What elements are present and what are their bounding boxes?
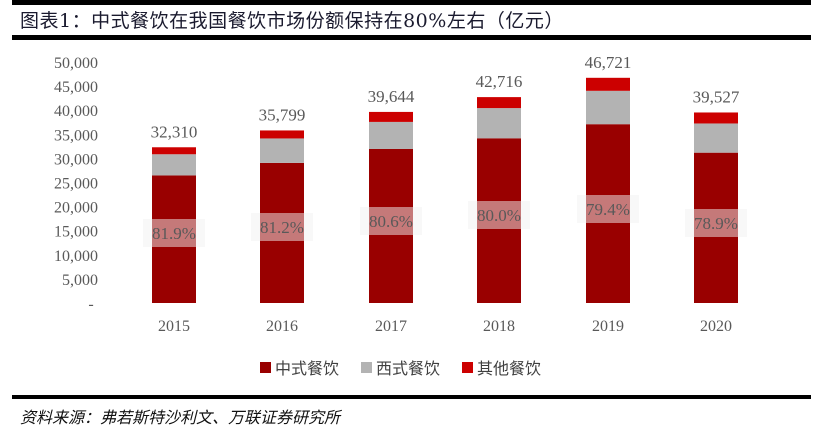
total-label: 32,310 [151,122,198,141]
y-tick-label: 25,000 [54,176,98,193]
stacked-bar-chart: - 5,000 10,000 15,000 20,000 25,000 30,000 35,0… [54,52,747,335]
bar-segment-other [369,111,413,122]
bar-segment-other [477,97,521,109]
x-tick-label: 2018 [483,318,515,335]
share-label: 79.4% [586,200,630,219]
y-tick-label: 10,000 [54,248,98,265]
total-label: 42,716 [476,72,523,91]
share-label-box [685,209,747,237]
bar-segment-other [586,77,630,91]
y-tick-label: - [88,296,93,313]
x-tick-label: 2020 [700,318,732,335]
bar-segment-western [477,108,521,139]
chart-title: 图表1：中式餐饮在我国餐饮市场份额保持在80%左右（亿元） [20,10,564,32]
y-tick-label: 45,000 [54,79,98,96]
total-label: 39,644 [368,87,415,106]
share-label: 81.2% [260,218,304,237]
y-tick-label: 20,000 [54,200,98,217]
legend-swatch-other [462,361,474,373]
top-rule [12,0,811,5]
bar-segment-western [260,138,304,163]
legend-label-chinese: 中式餐饮 [275,359,340,378]
bar-segment-other [152,147,196,155]
share-label: 80.0% [477,206,521,225]
x-tick-label: 2017 [375,318,407,335]
y-tick-label: 35,000 [54,127,98,144]
legend-item-western: 西式餐饮 [361,355,440,379]
legend: 中式餐饮 西式餐饮 其他餐饮 [260,355,541,379]
share-label-box [577,195,639,223]
share-label-box [143,219,205,247]
legend-swatch-western [361,361,373,373]
bar-segment-western [152,154,196,176]
source-note: 资料来源：弗若斯特沙利文、万联证券研究所 [20,408,341,427]
share-label: 80.6% [369,212,413,231]
share-label-box [251,213,313,241]
y-tick-label: 30,000 [54,151,98,168]
y-tick-label: 15,000 [54,224,98,241]
bar-segment-western [586,90,630,125]
legend-label-other: 其他餐饮 [477,359,542,378]
y-tick-label: 50,000 [54,55,98,72]
legend-swatch-chinese [260,361,271,373]
source-rule [12,395,811,399]
x-tick-label: 2015 [158,318,190,335]
x-tick-label: 2016 [266,318,298,335]
total-label: 39,527 [693,87,740,106]
share-label-box [360,207,422,235]
y-tick-label: 40,000 [54,103,98,120]
x-tick-label: 2019 [592,318,624,335]
share-label-box [468,201,530,229]
legend-item-chinese: 中式餐饮 [260,355,339,379]
bar-segment-western [694,123,738,153]
share-label: 81.9% [152,224,196,243]
bar-segment-other [694,112,738,124]
share-label: 78.9% [694,214,738,233]
y-tick-label: 5,000 [62,272,98,289]
legend-label-western: 西式餐饮 [376,359,441,378]
total-label: 35,799 [259,105,306,124]
bar-segment-western [369,121,413,149]
title-rule [12,35,811,40]
legend-item-other: 其他餐饮 [462,355,541,379]
total-label: 46,721 [585,53,632,72]
bar-segment-other [260,130,304,139]
